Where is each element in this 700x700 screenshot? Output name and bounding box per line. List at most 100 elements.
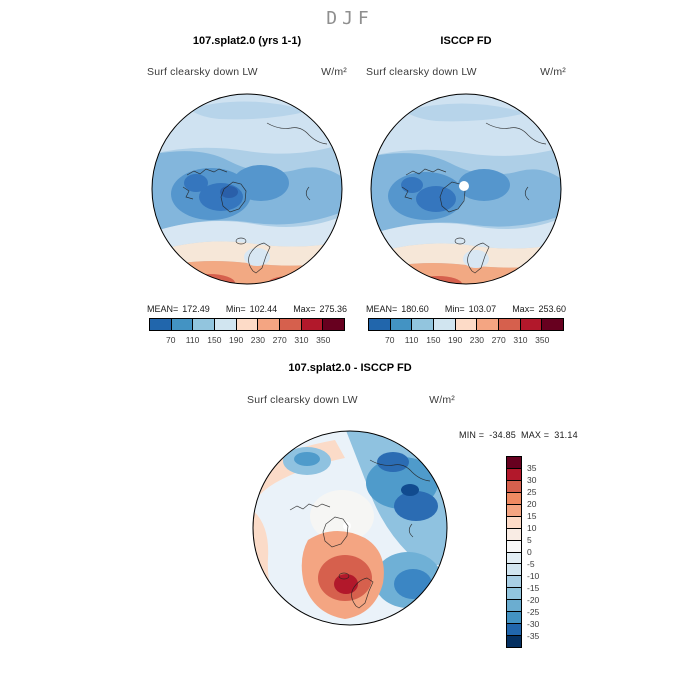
mean-value: 180.60	[401, 304, 429, 314]
colorbar-obs	[368, 318, 564, 331]
colorbar-cell	[507, 563, 521, 576]
colorbar-cell	[476, 319, 499, 330]
colorbar-cell	[507, 491, 521, 504]
colorbar-tick-label: 25	[527, 487, 537, 497]
colorbar-diff-ticks: 35 30 25 20 15 10 5 0 -5 -10 -15 -20 -25 -30 -35	[527, 456, 557, 648]
map-model	[151, 93, 343, 285]
contour-fill-field	[371, 94, 561, 284]
colorbar-tick-label: 270	[272, 335, 287, 345]
min-label: Min=	[444, 304, 465, 314]
max-label: Max=	[293, 304, 316, 314]
max-label: Max=	[512, 304, 535, 314]
colorbar-tick-label: 190	[448, 335, 463, 345]
panel-obs-variable-label: Surf clearsky down LW	[366, 66, 477, 78]
colorbar-cell	[507, 635, 521, 647]
colorbar-tick-label: -15	[527, 583, 540, 593]
coastlines	[182, 122, 328, 274]
colorbar-cell	[192, 319, 215, 330]
min-value: 103.07	[468, 304, 497, 314]
panel-obs-units-label: W/m²	[540, 66, 566, 78]
colorbar-tick-label: 35	[527, 463, 537, 473]
min-value: 102.44	[249, 304, 278, 314]
colorbar-tick-label: 110	[185, 335, 200, 345]
colorbar-cell	[411, 319, 434, 330]
colorbar-cell	[507, 467, 521, 480]
season-title: DJF	[326, 8, 374, 29]
pole-marker-dot	[343, 522, 351, 530]
colorbar-tick-label: 350	[535, 335, 550, 345]
diff-min-label: MIN =	[459, 430, 485, 440]
colorbar-tick-label: 70	[385, 335, 395, 345]
diff-min-value: -34.85	[489, 430, 516, 440]
colorbar-cell	[541, 319, 564, 330]
panel-obs: ISCCP FD Surf clearsky down LW W/m²	[366, 35, 566, 357]
colorbar-cell	[507, 457, 521, 468]
stats-row-model: MEAN= 172.49 Min= 102.44 Max= 275.36	[147, 304, 347, 314]
colorbar-cell	[322, 319, 345, 330]
colorbar-tick-label: 0	[527, 547, 532, 557]
colorbar-cell	[150, 319, 171, 330]
stats-row-obs: MEAN= 180.60 Min= 103.07 Max= 253.60	[366, 304, 566, 314]
panel-model: 107.splat2.0 (yrs 1-1) Surf clearsky dow…	[147, 35, 347, 357]
colorbar-tick-label: 10	[527, 523, 537, 533]
colorbar-cell	[235, 319, 258, 330]
colorbar-tick-label: -10	[527, 571, 540, 581]
colorbar-tick-label: -25	[527, 607, 540, 617]
colorbar-tick-label: 150	[426, 335, 441, 345]
colorbar-cell	[507, 587, 521, 600]
diff-max-value: 31.14	[554, 430, 578, 440]
colorbar-tick-label: -5	[527, 559, 535, 569]
colorbar-tick-label: 190	[229, 335, 244, 345]
contour-fill-field	[152, 94, 342, 284]
panel-model-title: 107.splat2.0 (yrs 1-1)	[192, 35, 302, 47]
colorbar-cell	[257, 319, 280, 330]
map-boundary	[252, 430, 448, 626]
colorbar-cell	[507, 611, 521, 624]
colorbar-tick-label: -30	[527, 619, 540, 629]
colorbar-tick-label: -20	[527, 595, 540, 605]
colorbar-tick-label: 230	[250, 335, 265, 345]
diff-variable-label: Surf clearsky down LW	[247, 394, 358, 406]
colorbar-tick-label: -35	[527, 631, 540, 641]
colorbar-cell	[498, 319, 520, 330]
diff-units-label: W/m²	[429, 394, 455, 406]
colorbar-cell	[507, 551, 521, 564]
panel-obs-title: ISCCP FD	[440, 35, 492, 47]
coastlines	[401, 122, 547, 274]
max-value: 275.36	[319, 304, 347, 314]
map-obs	[370, 93, 562, 285]
colorbar-cell	[170, 319, 193, 330]
min-label: Min=	[225, 304, 246, 314]
contour-fill-field	[253, 431, 447, 625]
colorbar-cell	[389, 319, 412, 330]
coastlines	[289, 459, 431, 609]
max-value: 253.60	[538, 304, 566, 314]
colorbar-model	[149, 318, 345, 331]
pole-marker-dot	[459, 181, 469, 191]
colorbar-cell	[507, 515, 521, 528]
colorbar-tick-label: 150	[207, 335, 222, 345]
panel-model-variable-label: Surf clearsky down LW	[147, 66, 258, 78]
mean-value: 172.49	[182, 304, 210, 314]
colorbar-cell	[507, 623, 521, 636]
colorbar-tick-label: 30	[527, 475, 537, 485]
colorbar-tick-label: 15	[527, 511, 537, 521]
diff-minmax: MIN = -34.85 MAX = 31.14	[459, 430, 578, 440]
colorbar-tick-label: 350	[316, 335, 331, 345]
colorbar-cell	[507, 527, 521, 540]
colorbar-cell	[507, 479, 521, 492]
colorbar-cell	[507, 575, 521, 588]
colorbar-cell	[300, 319, 323, 330]
mean-label: MEAN=	[147, 304, 179, 314]
colorbar-tick-label: 5	[527, 535, 532, 545]
diff-max-label: MAX =	[521, 430, 550, 440]
diff-title: 107.splat2.0 - ISCCP FD	[288, 362, 412, 374]
colorbar-obs-ticks: 70 110 150 190 230 270 310 350	[368, 335, 564, 347]
colorbar-cell	[279, 319, 301, 330]
colorbar-tick-label: 230	[469, 335, 484, 345]
colorbar-cell	[214, 319, 236, 330]
colorbar-cell	[519, 319, 542, 330]
map-boundary	[151, 93, 343, 285]
colorbar-cell	[507, 539, 521, 552]
